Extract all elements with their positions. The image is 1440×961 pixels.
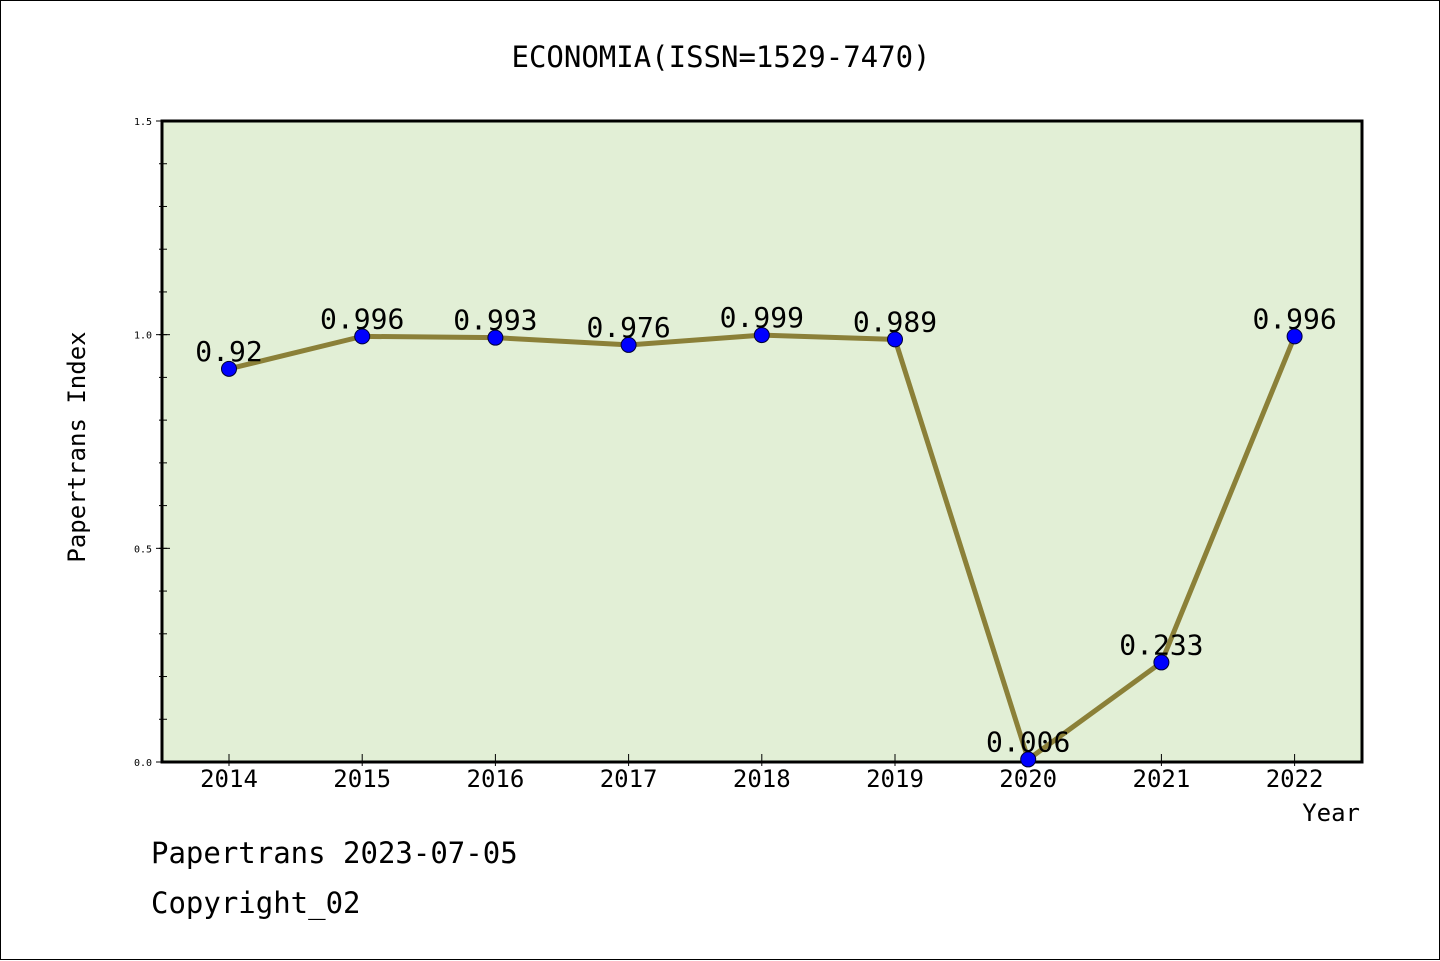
- data-point: [887, 331, 903, 348]
- footer-copyright: Copyright_02: [151, 886, 361, 920]
- data-point: [1020, 751, 1037, 768]
- data-label: 0.976: [586, 311, 670, 344]
- data-label: 0.989: [853, 305, 937, 338]
- x-tick-label: 2020: [999, 765, 1057, 793]
- x-tick-label: 2019: [866, 765, 924, 793]
- y-axis: 0.0 0.5 1.0 1.5: [134, 117, 170, 769]
- y-tick-label: 0.0: [134, 758, 152, 769]
- data-label: 0.006: [986, 725, 1070, 758]
- data-point: [221, 360, 237, 377]
- data-point: [753, 327, 770, 344]
- x-tick-label: 2017: [600, 765, 658, 793]
- data-point: [487, 329, 504, 346]
- y-tick-label: 1.5: [134, 117, 152, 128]
- x-tick-label: 2016: [467, 765, 525, 793]
- data-label: 0.996: [1252, 302, 1336, 335]
- series-layer: 0.92 0.996 0.993 0.976 0.999 0.989 0.006 0.233 0…: [195, 301, 1337, 768]
- data-point: [620, 336, 637, 353]
- y-tick-label: 0.5: [134, 544, 152, 555]
- x-tick-label: 2022: [1266, 765, 1324, 793]
- data-point: [354, 328, 371, 345]
- plot-area: [160, 119, 1364, 764]
- data-point: [1153, 654, 1170, 671]
- y-axis-label: Papertrans Index: [63, 331, 91, 562]
- data-label: 0.993: [453, 304, 537, 337]
- x-axis: 2014 2015 2016 2017 2018 2019 2020 2021 2022: [200, 754, 1323, 793]
- data-label: 0.92: [195, 335, 262, 368]
- data-label: 0.233: [1119, 628, 1203, 661]
- x-tick-label: 2014: [200, 765, 258, 793]
- data-label: 0.999: [720, 301, 804, 334]
- x-axis-label: Year: [1302, 799, 1360, 827]
- data-point: [1286, 328, 1303, 345]
- x-tick-label: 2018: [733, 765, 791, 793]
- y-tick-label: 1.0: [134, 331, 152, 342]
- chart-title: ECONOMIA(ISSN=1529-7470): [511, 40, 930, 74]
- x-tick-label: 2021: [1133, 765, 1191, 793]
- data-label: 0.996: [320, 302, 404, 335]
- footer-date: Papertrans 2023-07-05: [151, 836, 518, 870]
- x-tick-label: 2015: [333, 765, 391, 793]
